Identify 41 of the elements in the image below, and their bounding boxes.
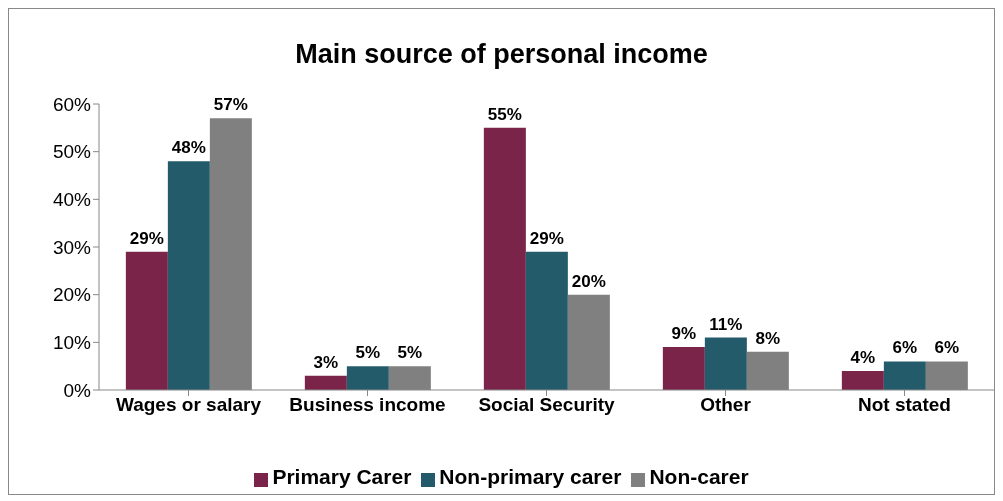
bar: [125, 251, 168, 390]
data-label: 8%: [755, 328, 781, 348]
bar: [841, 370, 884, 390]
y-tick-label: 60%: [52, 93, 92, 115]
bar: [525, 251, 568, 390]
legend-label: Non-carer: [649, 465, 749, 488]
data-label: 5%: [355, 343, 381, 363]
bar: [304, 375, 347, 390]
data-label: 11%: [709, 314, 743, 334]
x-tick-label: Business income: [289, 394, 446, 416]
chart-title: Main source of personal income: [294, 39, 709, 70]
bar: [883, 361, 926, 390]
data-label: 20%: [571, 271, 606, 291]
bar: [704, 337, 747, 390]
data-label: 55%: [487, 104, 522, 124]
x-tick-label: Not stated: [858, 394, 951, 416]
bar: [167, 161, 210, 390]
data-label: 9%: [671, 324, 697, 344]
data-label: 3%: [313, 352, 339, 372]
bar: [662, 347, 705, 390]
y-tick-label: 0%: [63, 379, 92, 401]
data-label: 48%: [171, 138, 206, 158]
y-tick-label: 30%: [52, 236, 92, 258]
data-label: 57%: [213, 95, 248, 115]
data-label: 29%: [529, 228, 564, 248]
data-label: 29%: [129, 228, 164, 248]
x-tick-label: Wages or salary: [115, 394, 262, 416]
data-label: 4%: [850, 347, 876, 367]
y-tick-label: 50%: [52, 141, 92, 163]
legend-label: Non-primary carer: [439, 465, 622, 488]
x-tick-label: Other: [700, 394, 752, 416]
bar: [346, 366, 389, 390]
y-tick-label: 10%: [52, 332, 92, 354]
data-label: 6%: [892, 338, 918, 358]
legend-label: Primary Carer: [272, 465, 412, 488]
data-label: 5%: [397, 343, 423, 363]
y-tick-label: 20%: [52, 284, 92, 306]
data-label: 6%: [934, 338, 960, 358]
x-tick-label: Social Security: [478, 394, 616, 416]
y-tick-label: 40%: [52, 189, 92, 211]
bar: [483, 127, 526, 390]
